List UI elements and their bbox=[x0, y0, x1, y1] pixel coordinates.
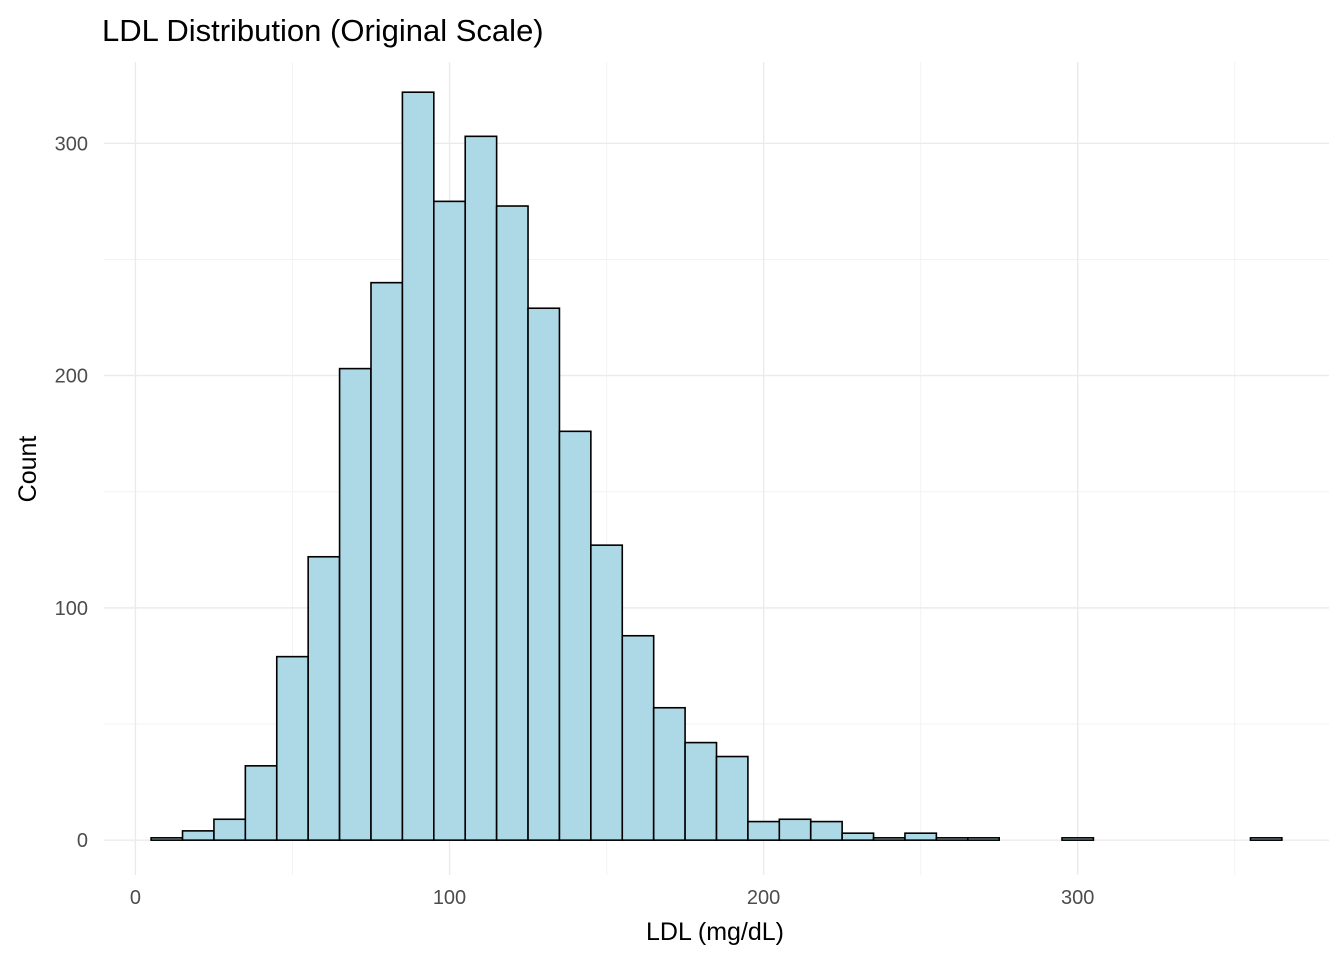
x-tick-label: 0 bbox=[130, 887, 141, 909]
histogram-bar-7 bbox=[370, 281, 404, 841]
histogram-bar-19 bbox=[747, 820, 781, 841]
histogram-bar-18 bbox=[715, 755, 749, 841]
histogram-bar-9 bbox=[433, 200, 467, 841]
histogram-bar-16 bbox=[652, 706, 686, 841]
histogram-bar-23 bbox=[872, 837, 906, 841]
histogram-bar-1 bbox=[181, 830, 215, 841]
x-tick-label: 200 bbox=[747, 887, 780, 909]
histogram-bar-13 bbox=[558, 430, 592, 841]
y-tick-label: 0 bbox=[77, 830, 88, 852]
histogram-bar-2 bbox=[213, 818, 247, 841]
histogram-bar-24 bbox=[904, 832, 938, 841]
histogram-bar-29 bbox=[1061, 837, 1095, 841]
histogram-bar-10 bbox=[464, 135, 498, 841]
y-tick-label: 200 bbox=[55, 366, 88, 388]
histogram-bar-22 bbox=[841, 832, 875, 841]
histogram-bar-0 bbox=[150, 837, 184, 841]
histogram-bar-21 bbox=[809, 820, 843, 841]
histogram-bar-17 bbox=[684, 741, 718, 841]
histogram-bar-8 bbox=[401, 91, 435, 841]
histogram-bar-12 bbox=[527, 307, 561, 841]
histogram-bar-20 bbox=[778, 818, 812, 841]
histogram-bar-11 bbox=[495, 205, 529, 841]
x-tick-label: 100 bbox=[433, 887, 466, 909]
histogram-bar-4 bbox=[275, 655, 309, 841]
x-tick-label: 300 bbox=[1061, 887, 1094, 909]
histogram-bar-5 bbox=[307, 555, 341, 841]
x-axis-title: LDL (mg/dL) bbox=[646, 918, 784, 946]
histogram-bar-26 bbox=[966, 837, 1000, 841]
histogram-bar-25 bbox=[935, 837, 969, 841]
histogram-bars bbox=[150, 91, 1283, 841]
y-tick-label: 300 bbox=[55, 133, 88, 155]
tick-labels: 0 100 200 300 0 100 200 300 bbox=[55, 133, 1095, 909]
y-tick-label: 100 bbox=[55, 598, 88, 620]
y-axis-title: Count bbox=[14, 436, 42, 503]
histogram-bar-6 bbox=[338, 367, 372, 841]
chart-title: LDL Distribution (Original Scale) bbox=[102, 13, 544, 48]
histogram-bar-14 bbox=[590, 544, 624, 841]
histogram-bar-35 bbox=[1249, 837, 1283, 841]
histogram-bar-15 bbox=[621, 634, 655, 841]
histogram-bar-3 bbox=[244, 765, 278, 841]
